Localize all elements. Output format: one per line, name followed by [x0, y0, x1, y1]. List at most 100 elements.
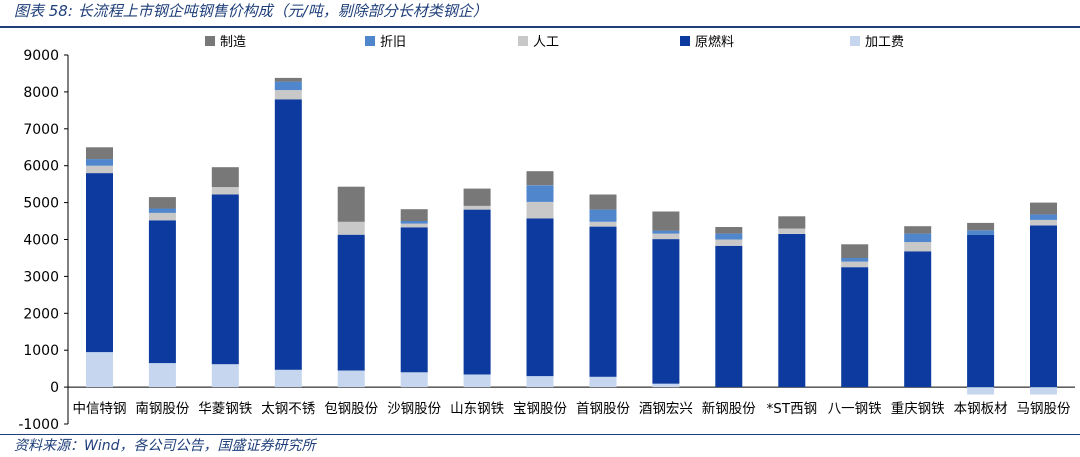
bar-segment — [211, 187, 239, 195]
bar-segment — [274, 90, 302, 100]
x-axis-labels: 中信特钢 南钢股份 华菱钢铁 太钢不锈 包钢股份 沙钢股份 山东钢铁 宝钢股份 首钢股份 酒钢宏兴… — [73, 401, 1071, 417]
bar-segment — [715, 233, 743, 240]
bar-segment — [148, 220, 176, 364]
source-note: 资料来源：Wind，各公司公告，国盛证券研究所 — [14, 438, 316, 454]
bar-segment — [904, 233, 932, 243]
x-category-label: 新钢股份 — [702, 401, 756, 417]
bar-stack — [400, 209, 428, 388]
x-category-label: 包钢股份 — [324, 401, 378, 417]
bar-segment — [526, 185, 554, 202]
bar-segment — [715, 239, 743, 246]
bar-segment — [211, 167, 239, 188]
legend-item: 人工 — [518, 35, 559, 50]
bar-segment — [589, 221, 617, 227]
x-category-label: 八一钢铁 — [828, 401, 882, 417]
bar-stack — [841, 244, 869, 388]
x-category-label: 首钢股份 — [576, 401, 630, 417]
bar-segment — [148, 197, 176, 209]
bar-segment — [526, 171, 554, 186]
bar-segment — [778, 234, 806, 388]
bar-segment — [463, 188, 491, 206]
bar-segment — [400, 223, 428, 228]
bar-segment — [841, 257, 869, 262]
bar-segment — [778, 216, 806, 229]
bar-stack — [526, 171, 554, 388]
legend-label: 制造 — [220, 35, 246, 50]
bar-stack — [967, 222, 995, 395]
y-tick-label: 2000 — [23, 306, 59, 322]
legend-swatch — [680, 36, 690, 46]
legend-item: 制造 — [205, 35, 246, 50]
bar-segment — [148, 212, 176, 221]
y-tick-label: 9000 — [23, 48, 59, 64]
bar-segment — [86, 165, 113, 174]
bar-segment — [1030, 202, 1057, 215]
x-category-label: 沙钢股份 — [387, 401, 441, 417]
bars — [86, 77, 1057, 395]
bar-segment — [337, 186, 365, 222]
y-tick-label: 6000 — [23, 159, 59, 175]
legend-swatch — [365, 36, 375, 46]
x-category-label: 酒钢宏兴 — [639, 401, 693, 417]
x-category-label: 本钢板材 — [954, 401, 1008, 417]
bar-segment — [589, 226, 617, 377]
bar-segment — [86, 147, 113, 160]
y-axis: -1000 0 1000 2000 3000 4000 5000 6000 7000 8000 90… — [18, 48, 1075, 433]
y-tick-label: 7000 — [23, 122, 59, 138]
bar-stack — [274, 77, 302, 388]
bar-segment — [589, 194, 617, 210]
bar-segment — [904, 251, 932, 388]
bar-stack — [589, 194, 617, 388]
bar-segment — [1030, 225, 1057, 388]
bar-segment — [841, 267, 869, 388]
bar-segment — [400, 372, 428, 388]
bar-segment — [526, 376, 554, 388]
bar-segment — [967, 222, 995, 231]
bar-segment — [463, 209, 491, 375]
x-category-label: 马钢股份 — [1017, 401, 1071, 417]
bar-stack — [652, 211, 680, 388]
y-tick-label: 1000 — [23, 343, 59, 359]
bottom-rule — [0, 434, 1080, 435]
bar-segment — [337, 221, 365, 235]
legend-label: 折旧 — [380, 35, 406, 50]
bar-stack — [86, 147, 113, 388]
bar-segment — [1030, 214, 1057, 220]
bar-segment — [400, 227, 428, 373]
bar-segment — [337, 370, 365, 388]
bar-stack — [1030, 202, 1057, 395]
x-category-label: *ST西钢 — [767, 401, 818, 417]
bar-segment — [86, 173, 113, 353]
bar-segment — [715, 227, 743, 234]
bar-stack — [337, 186, 365, 388]
bar-segment — [148, 363, 176, 388]
bar-stack — [904, 226, 932, 388]
legend-swatch — [850, 36, 860, 46]
x-category-label: 山东钢铁 — [450, 401, 504, 417]
x-category-label: 中信特钢 — [73, 401, 127, 417]
y-tick-label: 3000 — [23, 269, 59, 285]
bar-segment — [86, 159, 113, 166]
bar-segment — [778, 228, 806, 234]
legend-item: 原燃料 — [680, 34, 734, 50]
y-tick-label: -1000 — [18, 417, 59, 433]
bar-segment — [400, 221, 428, 224]
bar-segment — [904, 242, 932, 252]
legend-item: 折旧 — [365, 35, 406, 50]
bar-segment — [274, 369, 302, 388]
bar-stack — [211, 167, 239, 388]
legend: 制造 折旧 人工 原燃料 加工费 — [205, 34, 904, 50]
bar-segment — [967, 230, 995, 235]
bar-segment — [715, 245, 743, 388]
y-tick-label: 8000 — [23, 85, 59, 101]
bar-segment — [652, 230, 680, 234]
bar-segment — [652, 211, 680, 231]
bar-stack — [463, 188, 491, 388]
bar-segment — [211, 194, 239, 365]
bar-segment — [841, 261, 869, 268]
bar-segment — [148, 208, 176, 213]
bar-segment — [211, 364, 239, 388]
y-tick-label: 4000 — [23, 233, 59, 249]
bar-segment — [274, 81, 302, 91]
bar-segment — [526, 201, 554, 219]
